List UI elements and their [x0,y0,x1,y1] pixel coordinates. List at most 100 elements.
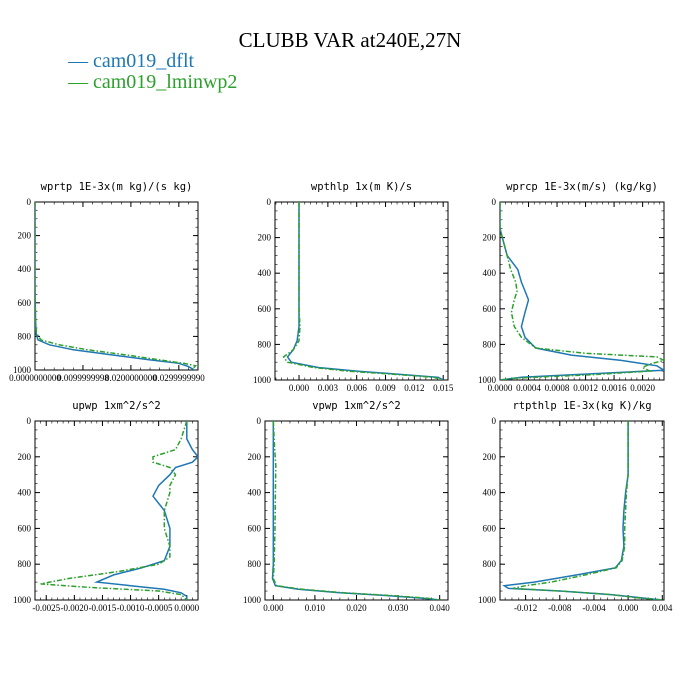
figure-title: CLUBB VAR at240E,27N [238,28,462,52]
panel-6: rtpthlp 1E-3x(kg K)/kg -0.012 -0.008 -0.004… [478,400,673,613]
x-tick-label: -0.004 [582,603,606,613]
x-tick-label: 0.004 [652,603,673,613]
panel-title: upwp 1xm^2/s^2 [72,400,161,412]
panel-3: wprcp 1E-3x(m/s) (kg/kg) 0.0000 0.0004 0.00… [478,181,665,393]
y-tick-label: 800 [18,559,32,569]
y-tick-label: 400 [483,488,497,498]
legend-line-lminwp2: — [68,71,93,93]
panel-title: rtpthlp 1E-3x(kg K)/kg [512,400,651,412]
plot-frame [34,420,199,601]
x-tick-label: -0.008 [548,603,572,613]
y-tick-label: 800 [248,559,262,569]
y-tick-label: 600 [18,523,32,533]
x-tick-label: -0.0020 [60,603,88,613]
y-tick-label: 200 [258,233,272,243]
x-tick-label: 0.009 [375,383,396,393]
legend-entry-dflt: — cam019_dflt [68,50,194,73]
series-line-lminwp2 [40,421,188,600]
x-tick-label: -0.0015 [89,603,117,613]
x-tick-label: 0.0000 [488,383,513,393]
x-tick-label: 0.020 [346,603,367,613]
y-tick-label: 0 [267,197,272,207]
x-tick-label: 0.000 [263,603,284,613]
x-tick-label: 0.003 [318,383,339,393]
y-tick-label: 400 [18,264,32,274]
y-tick-label: 1000 [243,595,262,605]
series-line-dflt [500,202,664,380]
x-tick-label: 0.015 [433,383,454,393]
x-tick-label: 0.0004 [516,383,541,393]
series-line-dflt [35,202,194,370]
x-tick-label: 0.0299999990 [153,373,205,383]
panel-4: upwp 1xm^2/s^2 -0.0025 -0.0020 -0.0015 -0.00… [13,400,200,613]
y-tick-label: 600 [258,304,272,314]
legend-line-dflt: — [68,50,93,72]
y-tick-label: 600 [483,304,497,314]
x-tick-label: 0.0099999998 [57,373,109,383]
y-tick-label: 1000 [253,375,272,385]
y-tick-label: 200 [18,452,32,462]
panel-title: wpthlp 1x(m K)/s [311,181,412,193]
legend-label-lminwp2: cam019_lminwp2 [93,71,238,93]
x-tick-label: 0.000 [618,603,639,613]
y-tick-label: 200 [483,233,497,243]
panel-1: wprtp 1E-3x(m kg)/(s kg) 0.00000000000.00… [9,181,205,383]
x-tick-label: -0.012 [514,603,537,613]
series-line-lminwp2 [272,421,440,600]
y-tick-label: 0 [492,416,497,426]
panel-title: vpwp 1xm^2/s^2 [312,400,401,412]
x-tick-label: 0.0000 [174,603,199,613]
x-tick-label: -0.0025 [32,603,60,613]
x-tick-label: 0.0000000000 [9,373,61,383]
legend-entry-lminwp2: — cam019_lminwp2 [68,71,237,94]
x-tick-label: 0.0012 [573,383,598,393]
y-tick-label: 200 [18,231,32,241]
series-line-dflt [93,421,198,600]
panel-2: wpthlp 1x(m K)/s 0.000 0.003 0.006 0.009 0.01… [253,181,454,393]
series-line-lminwp2 [500,202,664,380]
y-tick-label: 800 [258,339,272,349]
y-tick-label: 0 [257,416,262,426]
y-tick-label: 600 [18,298,32,308]
x-tick-label: 0.040 [430,603,451,613]
y-tick-label: 800 [18,331,32,341]
y-tick-label: 400 [248,488,262,498]
y-tick-label: 1000 [478,595,497,605]
plot-frame [264,420,449,601]
legend-label-dflt: cam019_dflt [93,50,195,72]
series-line-dflt [271,421,440,600]
series-line-lminwp2 [282,202,444,380]
x-tick-label: 0.0020 [630,383,655,393]
x-tick-label: 0.030 [388,603,409,613]
panel-title: wprcp 1E-3x(m/s) (kg/kg) [506,181,658,193]
x-tick-label: 0.0200000000 [105,373,157,383]
x-tick-label: 0.012 [404,383,424,393]
y-tick-label: 200 [483,452,497,462]
y-tick-label: 600 [248,523,262,533]
x-tick-label: 0.000 [289,383,310,393]
y-tick-label: 800 [483,559,497,569]
y-tick-label: 0 [492,197,497,207]
y-tick-label: 400 [483,268,497,278]
panel-title: wprtp 1E-3x(m kg)/(s kg) [41,181,193,193]
y-tick-label: 1000 [478,375,497,385]
y-tick-label: 0 [27,197,32,207]
panel-5: vpwp 1xm^2/s^2 0.000 0.010 0.020 0.030 0.040 0… [243,400,450,613]
y-tick-label: 800 [483,339,497,349]
x-tick-label: -0.0005 [145,603,173,613]
plot-frame [274,201,449,381]
y-tick-label: 1000 [13,595,32,605]
y-tick-label: 400 [18,488,32,498]
series-line-dflt [286,202,444,380]
series-line-lminwp2 [35,202,198,370]
y-tick-label: 0 [27,416,32,426]
x-tick-label: 0.0008 [545,383,570,393]
x-tick-label: 0.0016 [602,383,627,393]
y-tick-label: 400 [258,268,272,278]
y-tick-label: 1000 [13,365,32,375]
plot-frame [499,420,665,601]
series-line-lminwp2 [512,421,663,600]
series-line-dflt [502,421,663,600]
x-tick-label: 0.010 [305,603,326,613]
